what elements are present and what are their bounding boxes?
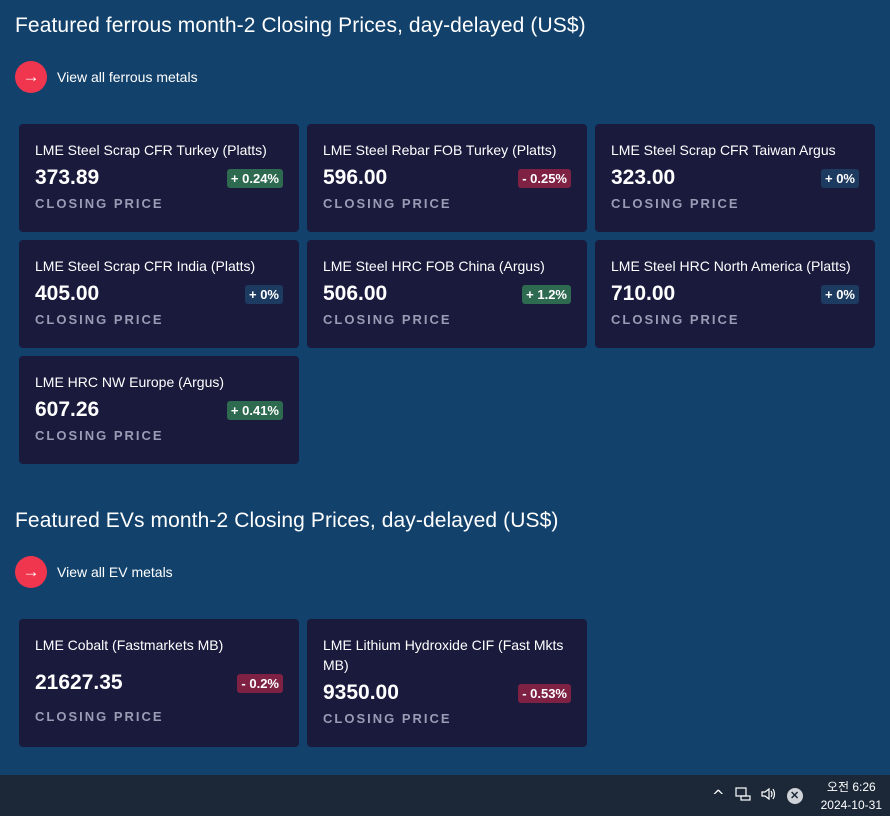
change-badge: + 0.41% xyxy=(226,400,283,420)
change-badge: - 0.2% xyxy=(237,673,283,693)
closing-price-label: CLOSING PRICE xyxy=(35,312,164,327)
closing-price-label: CLOSING PRICE xyxy=(323,711,452,726)
card-title: LME Steel HRC North America (Platts) xyxy=(611,258,851,274)
closing-price-value: 405.00 xyxy=(35,282,100,305)
closing-price-value: 373.89 xyxy=(35,166,100,189)
network-icon[interactable] xyxy=(735,786,751,805)
view-all-ferrous-link[interactable]: → View all ferrous metals xyxy=(15,61,198,93)
card-title: LME Steel HRC FOB China (Argus) xyxy=(323,258,545,274)
closing-price-label: CLOSING PRICE xyxy=(611,312,740,327)
closing-price-value: 21627.35 xyxy=(35,671,123,694)
closing-price-label: CLOSING PRICE xyxy=(323,312,452,327)
change-badge: - 0.53% xyxy=(518,683,571,703)
price-card[interactable]: LME Steel HRC North America (Platts) 710… xyxy=(595,240,875,348)
ferrous-card-grid: LME Steel Scrap CFR Turkey (Platts) 373.… xyxy=(19,124,875,464)
card-title: LME Steel Rebar FOB Turkey (Platts) xyxy=(323,142,557,158)
clock-time: 오전 6:26 xyxy=(826,779,876,794)
closing-price-value: 506.00 xyxy=(323,282,388,305)
closing-price-value: 596.00 xyxy=(323,166,388,189)
clock-date: 2024-10-31 xyxy=(820,797,882,812)
price-card[interactable]: LME Cobalt (Fastmarkets MB) 21627.35 - 0… xyxy=(19,619,299,747)
ferrous-section-title: Featured ferrous month-2 Closing Prices,… xyxy=(15,14,586,37)
card-title: LME HRC NW Europe (Argus) xyxy=(35,374,225,390)
card-title: LME Cobalt (Fastmarkets MB) xyxy=(35,637,224,653)
closing-price-label: CLOSING PRICE xyxy=(323,196,452,211)
change-badge: + 0% xyxy=(821,284,859,304)
change-badge: + 0% xyxy=(821,168,859,188)
taskbar: ^ ✕ 오전 6:26 2024-10-31 xyxy=(0,775,890,816)
close-circle-icon[interactable]: ✕ xyxy=(786,787,803,804)
card-title: LME Steel Scrap CFR Taiwan Argus xyxy=(611,142,836,158)
view-all-ev-label: View all EV metals xyxy=(57,564,173,580)
system-clock[interactable]: 오전 6:26 2024-10-31 xyxy=(821,778,882,814)
change-badge: + 0.24% xyxy=(226,168,283,188)
price-card[interactable]: LME Steel Scrap CFR India (Platts) 405.0… xyxy=(19,240,299,348)
arrow-right-icon: → xyxy=(15,556,47,588)
closing-price-value: 710.00 xyxy=(611,282,676,305)
closing-price-label: CLOSING PRICE xyxy=(611,196,740,211)
card-title: LME Steel Scrap CFR Turkey (Platts) xyxy=(35,142,267,158)
card-title: LME Steel Scrap CFR India (Platts) xyxy=(35,258,256,274)
price-card[interactable]: LME Lithium Hydroxide CIF (Fast Mkts MB)… xyxy=(307,619,587,747)
closing-price-label: CLOSING PRICE xyxy=(35,428,164,443)
change-badge: - 0.25% xyxy=(518,168,571,188)
volume-icon[interactable] xyxy=(761,787,777,805)
closing-price-value: 323.00 xyxy=(611,166,676,189)
price-card[interactable]: LME HRC NW Europe (Argus) 607.26 + 0.41%… xyxy=(19,356,299,464)
card-title: LME Lithium Hydroxide CIF (Fast Mkts MB) xyxy=(323,637,564,673)
view-all-ferrous-label: View all ferrous metals xyxy=(57,69,198,85)
change-badge: + 1.2% xyxy=(522,284,571,304)
change-badge: + 0% xyxy=(245,284,283,304)
price-card[interactable]: LME Steel Rebar FOB Turkey (Platts) 596.… xyxy=(307,124,587,232)
closing-price-label: CLOSING PRICE xyxy=(35,196,164,211)
chevron-up-icon[interactable]: ^ xyxy=(712,786,725,805)
ev-card-grid: LME Cobalt (Fastmarkets MB) 21627.35 - 0… xyxy=(19,619,875,747)
price-card[interactable]: LME Steel Scrap CFR Taiwan Argus 323.00 … xyxy=(595,124,875,232)
closing-price-value: 607.26 xyxy=(35,398,100,421)
closing-price-label: CLOSING PRICE xyxy=(35,709,164,724)
view-all-ev-link[interactable]: → View all EV metals xyxy=(15,556,173,588)
price-card[interactable]: LME Steel Scrap CFR Turkey (Platts) 373.… xyxy=(19,124,299,232)
price-card[interactable]: LME Steel HRC FOB China (Argus) 506.00 +… xyxy=(307,240,587,348)
closing-price-value: 9350.00 xyxy=(323,681,399,704)
evs-section-title: Featured EVs month-2 Closing Prices, day… xyxy=(15,509,559,532)
arrow-right-icon: → xyxy=(15,61,47,93)
